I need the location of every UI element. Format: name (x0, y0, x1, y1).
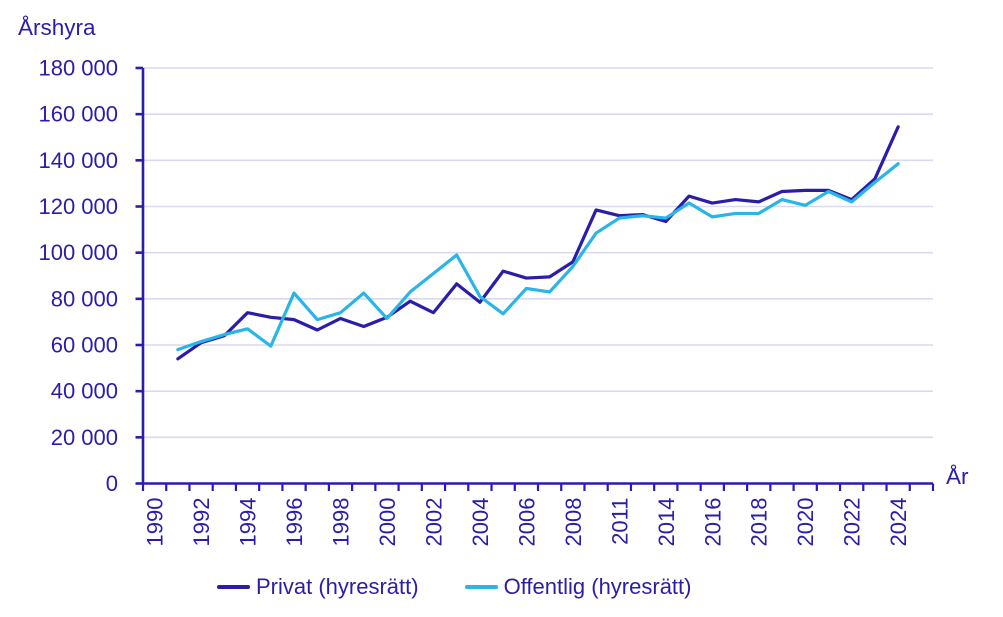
x-tick-label: 2006 (514, 498, 539, 547)
y-tick-label: 180 000 (38, 56, 118, 81)
y-tick-label: 60 000 (51, 333, 118, 358)
series-line-privat (176, 125, 900, 361)
y-tick-label: 40 000 (51, 379, 118, 404)
x-tick-label: 2018 (747, 498, 772, 547)
x-tick-label: 2000 (375, 498, 400, 547)
legend-label-privat: Privat (hyresrätt) (256, 574, 419, 599)
y-axis-title: Årshyra (18, 15, 96, 40)
x-tick-label: 2022 (840, 498, 865, 547)
y-tick-label: 0 (106, 471, 118, 496)
x-tick-label: 2002 (421, 498, 446, 547)
x-axis-title: År (946, 464, 969, 489)
x-tick-label: 2008 (561, 498, 586, 547)
x-tick-label: 2011 (607, 498, 632, 545)
x-tick-label: 2014 (654, 498, 679, 547)
x-tick-label: 1996 (282, 498, 307, 547)
y-tick-label: 160 000 (38, 102, 118, 127)
x-tick-label: 1990 (143, 498, 168, 547)
legend-label-offentlig: Offentlig (hyresrätt) (503, 574, 692, 599)
x-tick-label: 2024 (886, 498, 911, 547)
x-tick-label: 1992 (189, 498, 214, 547)
legend-item-offentlig: Offentlig (hyresrätt) (464, 574, 692, 600)
legend-swatch-privat-icon (217, 585, 250, 589)
y-tick-label: 120 000 (38, 194, 118, 219)
legend: Privat (hyresrätt) Offentlig (hyresrätt) (217, 574, 691, 600)
y-tick-label: 100 000 (38, 240, 118, 265)
y-tick-label: 20 000 (51, 425, 118, 450)
x-tick-label: 2016 (700, 498, 725, 547)
x-tick-label: 2004 (468, 498, 493, 547)
legend-swatch-offentlig-icon (464, 585, 498, 589)
y-tick-label: 140 000 (38, 148, 118, 173)
legend-item-privat: Privat (hyresrätt) (217, 574, 419, 600)
x-tick-label: 1994 (236, 498, 261, 547)
y-tick-label: 80 000 (51, 286, 118, 311)
x-tick-label: 2020 (793, 498, 818, 547)
series-line-offentlig (176, 162, 900, 352)
x-tick-label: 1998 (329, 498, 354, 547)
